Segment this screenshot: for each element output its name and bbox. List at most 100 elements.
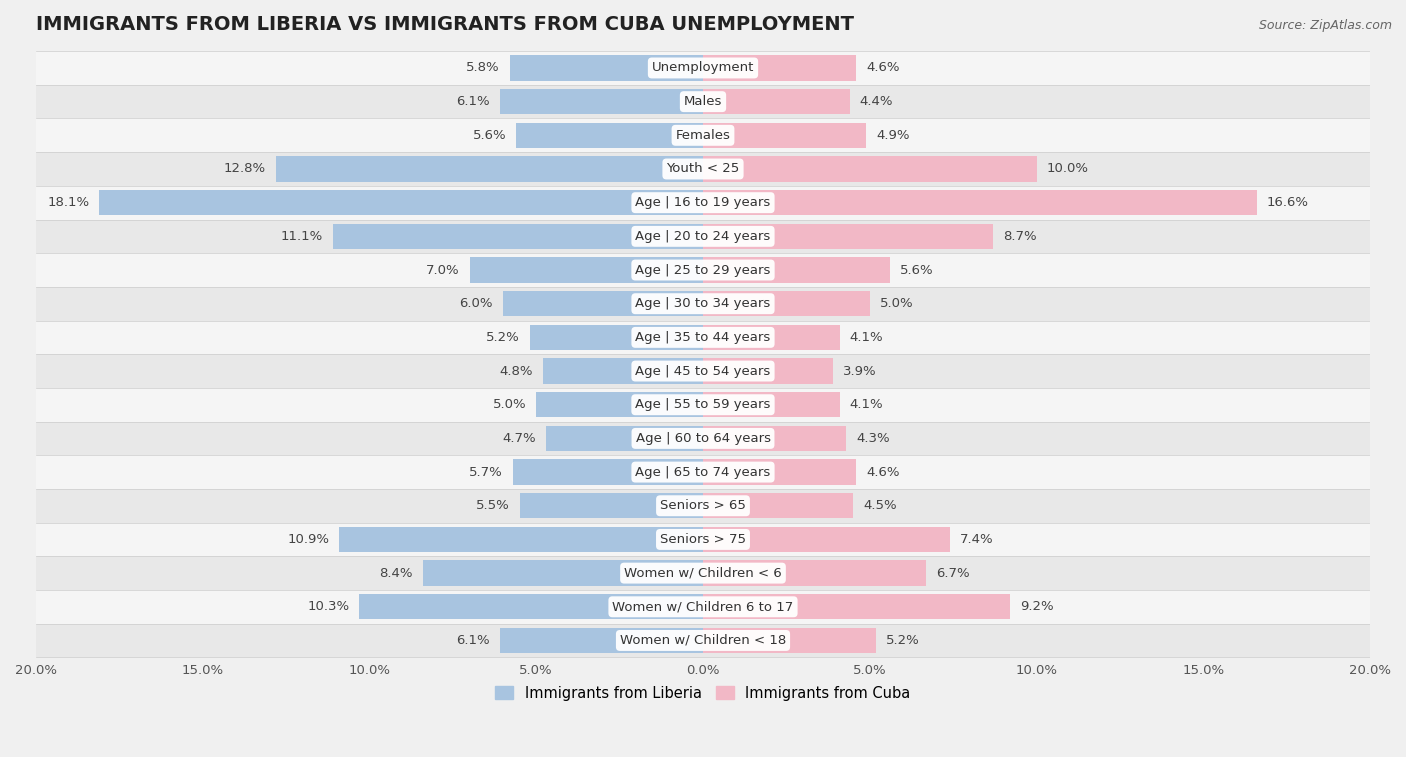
Text: 11.1%: 11.1% bbox=[281, 230, 323, 243]
Text: Age | 20 to 24 years: Age | 20 to 24 years bbox=[636, 230, 770, 243]
Text: Age | 35 to 44 years: Age | 35 to 44 years bbox=[636, 331, 770, 344]
Text: 6.7%: 6.7% bbox=[936, 566, 970, 580]
Bar bbox=[703, 527, 950, 552]
Text: 4.3%: 4.3% bbox=[856, 432, 890, 445]
Text: 18.1%: 18.1% bbox=[48, 196, 90, 209]
Bar bbox=[37, 388, 1369, 422]
Bar bbox=[276, 157, 703, 182]
Text: 5.0%: 5.0% bbox=[492, 398, 526, 411]
Text: 6.0%: 6.0% bbox=[460, 298, 494, 310]
Text: 5.5%: 5.5% bbox=[475, 500, 509, 512]
Bar bbox=[360, 594, 703, 619]
Bar bbox=[703, 425, 846, 451]
Text: 5.6%: 5.6% bbox=[900, 263, 934, 276]
Bar bbox=[37, 624, 1369, 657]
Bar bbox=[37, 522, 1369, 556]
Text: Age | 65 to 74 years: Age | 65 to 74 years bbox=[636, 466, 770, 478]
Text: 3.9%: 3.9% bbox=[844, 365, 877, 378]
Text: Age | 25 to 29 years: Age | 25 to 29 years bbox=[636, 263, 770, 276]
Bar bbox=[703, 392, 839, 417]
Bar bbox=[703, 594, 1010, 619]
Bar bbox=[703, 157, 1036, 182]
Bar bbox=[703, 89, 849, 114]
Bar bbox=[703, 291, 870, 316]
Bar bbox=[37, 422, 1369, 455]
Text: 7.0%: 7.0% bbox=[426, 263, 460, 276]
Bar bbox=[703, 55, 856, 80]
Bar bbox=[37, 287, 1369, 320]
Text: 5.0%: 5.0% bbox=[880, 298, 914, 310]
Text: Women w/ Children 6 to 17: Women w/ Children 6 to 17 bbox=[613, 600, 793, 613]
Bar bbox=[703, 190, 1257, 215]
Text: 8.7%: 8.7% bbox=[1002, 230, 1036, 243]
Bar bbox=[37, 556, 1369, 590]
Bar bbox=[516, 123, 703, 148]
Bar bbox=[37, 85, 1369, 119]
Text: 16.6%: 16.6% bbox=[1267, 196, 1309, 209]
Bar bbox=[513, 459, 703, 484]
Text: 10.0%: 10.0% bbox=[1046, 163, 1088, 176]
Bar bbox=[703, 123, 866, 148]
Text: 4.7%: 4.7% bbox=[502, 432, 536, 445]
Bar bbox=[37, 119, 1369, 152]
Text: 4.9%: 4.9% bbox=[876, 129, 910, 142]
Text: 5.2%: 5.2% bbox=[486, 331, 520, 344]
Text: 10.9%: 10.9% bbox=[287, 533, 329, 546]
Bar bbox=[37, 489, 1369, 522]
Text: Age | 30 to 34 years: Age | 30 to 34 years bbox=[636, 298, 770, 310]
Text: 4.6%: 4.6% bbox=[866, 61, 900, 74]
Text: 5.6%: 5.6% bbox=[472, 129, 506, 142]
Bar bbox=[703, 224, 993, 249]
Text: 4.4%: 4.4% bbox=[859, 95, 893, 108]
Text: 4.1%: 4.1% bbox=[849, 398, 883, 411]
Bar bbox=[703, 560, 927, 586]
Text: 4.5%: 4.5% bbox=[863, 500, 897, 512]
Text: Seniors > 75: Seniors > 75 bbox=[659, 533, 747, 546]
Text: 4.8%: 4.8% bbox=[499, 365, 533, 378]
Bar bbox=[543, 358, 703, 384]
Bar bbox=[333, 224, 703, 249]
Bar bbox=[37, 152, 1369, 185]
Bar bbox=[703, 628, 876, 653]
Bar bbox=[499, 89, 703, 114]
Text: 6.1%: 6.1% bbox=[456, 634, 489, 647]
Text: 5.2%: 5.2% bbox=[886, 634, 920, 647]
Bar bbox=[423, 560, 703, 586]
Text: Youth < 25: Youth < 25 bbox=[666, 163, 740, 176]
Bar bbox=[37, 185, 1369, 220]
Bar bbox=[547, 425, 703, 451]
Text: Age | 55 to 59 years: Age | 55 to 59 years bbox=[636, 398, 770, 411]
Bar bbox=[37, 455, 1369, 489]
Bar bbox=[470, 257, 703, 282]
Text: Women w/ Children < 18: Women w/ Children < 18 bbox=[620, 634, 786, 647]
Bar bbox=[100, 190, 703, 215]
Bar bbox=[536, 392, 703, 417]
Text: Unemployment: Unemployment bbox=[652, 61, 754, 74]
Text: 12.8%: 12.8% bbox=[224, 163, 266, 176]
Bar bbox=[703, 325, 839, 350]
Text: 10.3%: 10.3% bbox=[308, 600, 350, 613]
Text: 8.4%: 8.4% bbox=[380, 566, 413, 580]
Text: Age | 60 to 64 years: Age | 60 to 64 years bbox=[636, 432, 770, 445]
Bar bbox=[339, 527, 703, 552]
Text: Age | 16 to 19 years: Age | 16 to 19 years bbox=[636, 196, 770, 209]
Bar bbox=[703, 493, 853, 519]
Text: Women w/ Children < 6: Women w/ Children < 6 bbox=[624, 566, 782, 580]
Text: 6.1%: 6.1% bbox=[456, 95, 489, 108]
Text: 5.7%: 5.7% bbox=[470, 466, 503, 478]
Bar bbox=[503, 291, 703, 316]
Text: Females: Females bbox=[675, 129, 731, 142]
Bar bbox=[37, 253, 1369, 287]
Bar bbox=[509, 55, 703, 80]
Bar bbox=[37, 51, 1369, 85]
Bar bbox=[703, 358, 834, 384]
Text: IMMIGRANTS FROM LIBERIA VS IMMIGRANTS FROM CUBA UNEMPLOYMENT: IMMIGRANTS FROM LIBERIA VS IMMIGRANTS FR… bbox=[37, 15, 853, 34]
Text: Source: ZipAtlas.com: Source: ZipAtlas.com bbox=[1258, 19, 1392, 32]
Bar bbox=[37, 320, 1369, 354]
Legend: Immigrants from Liberia, Immigrants from Cuba: Immigrants from Liberia, Immigrants from… bbox=[489, 680, 917, 706]
Text: Males: Males bbox=[683, 95, 723, 108]
Bar bbox=[530, 325, 703, 350]
Text: 9.2%: 9.2% bbox=[1019, 600, 1053, 613]
Text: 7.4%: 7.4% bbox=[960, 533, 994, 546]
Text: 5.8%: 5.8% bbox=[465, 61, 499, 74]
